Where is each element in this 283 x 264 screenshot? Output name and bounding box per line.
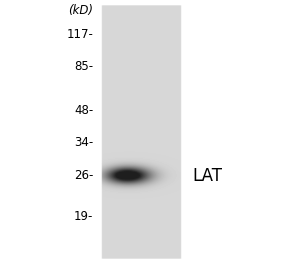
Text: 19-: 19- — [74, 210, 93, 223]
Text: 48-: 48- — [74, 104, 93, 117]
Text: LAT: LAT — [192, 167, 222, 185]
Text: (kD): (kD) — [68, 4, 93, 17]
Bar — [102, 5, 181, 259]
Text: 117-: 117- — [67, 28, 93, 41]
Text: 85-: 85- — [74, 59, 93, 73]
Text: 26-: 26- — [74, 169, 93, 182]
Text: 34-: 34- — [74, 136, 93, 149]
